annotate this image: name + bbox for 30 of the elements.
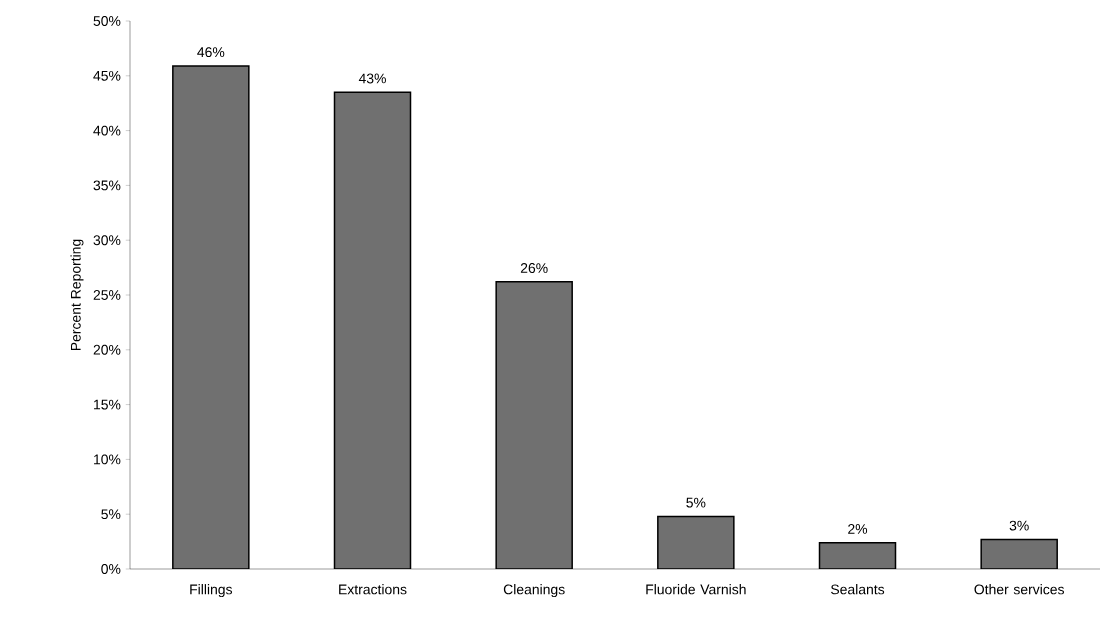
- bar: [657, 515, 735, 569]
- y-tick-label: 25%: [93, 290, 121, 300]
- y-tick-label: 30%: [93, 235, 121, 246]
- bar: [818, 541, 897, 569]
- y-tick-label: 5%: [101, 509, 121, 520]
- bar: [980, 538, 1058, 569]
- y-axis-title: Percent Reporting: [70, 239, 84, 351]
- x-tick-label: Fluoride Varnish: [646, 584, 746, 595]
- y-tick-label: 20%: [93, 344, 121, 355]
- x-tick-label: Cleanings: [503, 584, 565, 598]
- y-tick-label: 10%: [94, 454, 121, 465]
- bar: [495, 281, 573, 569]
- x-tick-label: Extractions: [339, 584, 407, 595]
- y-tick-label: 45%: [93, 70, 121, 81]
- y-tick-label: 50%: [93, 16, 121, 26]
- data-label: 3%: [1009, 520, 1029, 531]
- y-tick-label: 35%: [93, 180, 121, 191]
- data-label: 43%: [358, 73, 386, 84]
- bar: [172, 65, 250, 569]
- y-tick-label: 0%: [101, 564, 121, 574]
- data-label: 26%: [520, 263, 548, 273]
- y-tick-label: 15%: [94, 399, 121, 410]
- bar: [333, 91, 412, 569]
- x-tick-label: Sealants: [831, 584, 885, 595]
- x-tick-label: Other services: [974, 584, 1064, 595]
- y-tick-label: 40%: [93, 125, 121, 136]
- data-label: 46%: [197, 47, 225, 58]
- x-tick-label: Fillings: [190, 584, 233, 598]
- data-label: 2%: [848, 524, 868, 534]
- data-label: 5%: [686, 497, 706, 508]
